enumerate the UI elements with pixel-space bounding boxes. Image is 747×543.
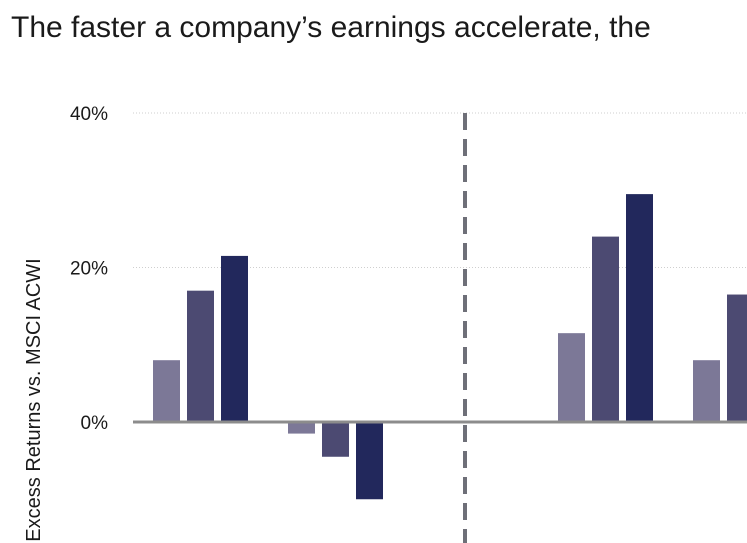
y-axis-label: Excess Returns vs. MSCI ACWI (23, 258, 45, 541)
y-axis-ticks: 40% 20% 0% (70, 104, 108, 434)
bar (322, 422, 349, 457)
chart-title: The faster a company’s earnings accelera… (11, 11, 651, 44)
bar (153, 360, 180, 422)
bar (558, 333, 585, 422)
y-tick-label: 20% (70, 259, 108, 280)
bars (153, 194, 747, 500)
bar (356, 422, 383, 500)
y-tick-label: 0% (81, 413, 109, 434)
bar (727, 294, 747, 422)
bar (187, 290, 214, 422)
bar (288, 422, 315, 434)
bar (592, 236, 619, 422)
y-tick-label: 40% (70, 104, 108, 125)
bar (626, 194, 653, 422)
gridlines (133, 112, 747, 268)
bar (693, 360, 720, 422)
bar (221, 255, 248, 422)
